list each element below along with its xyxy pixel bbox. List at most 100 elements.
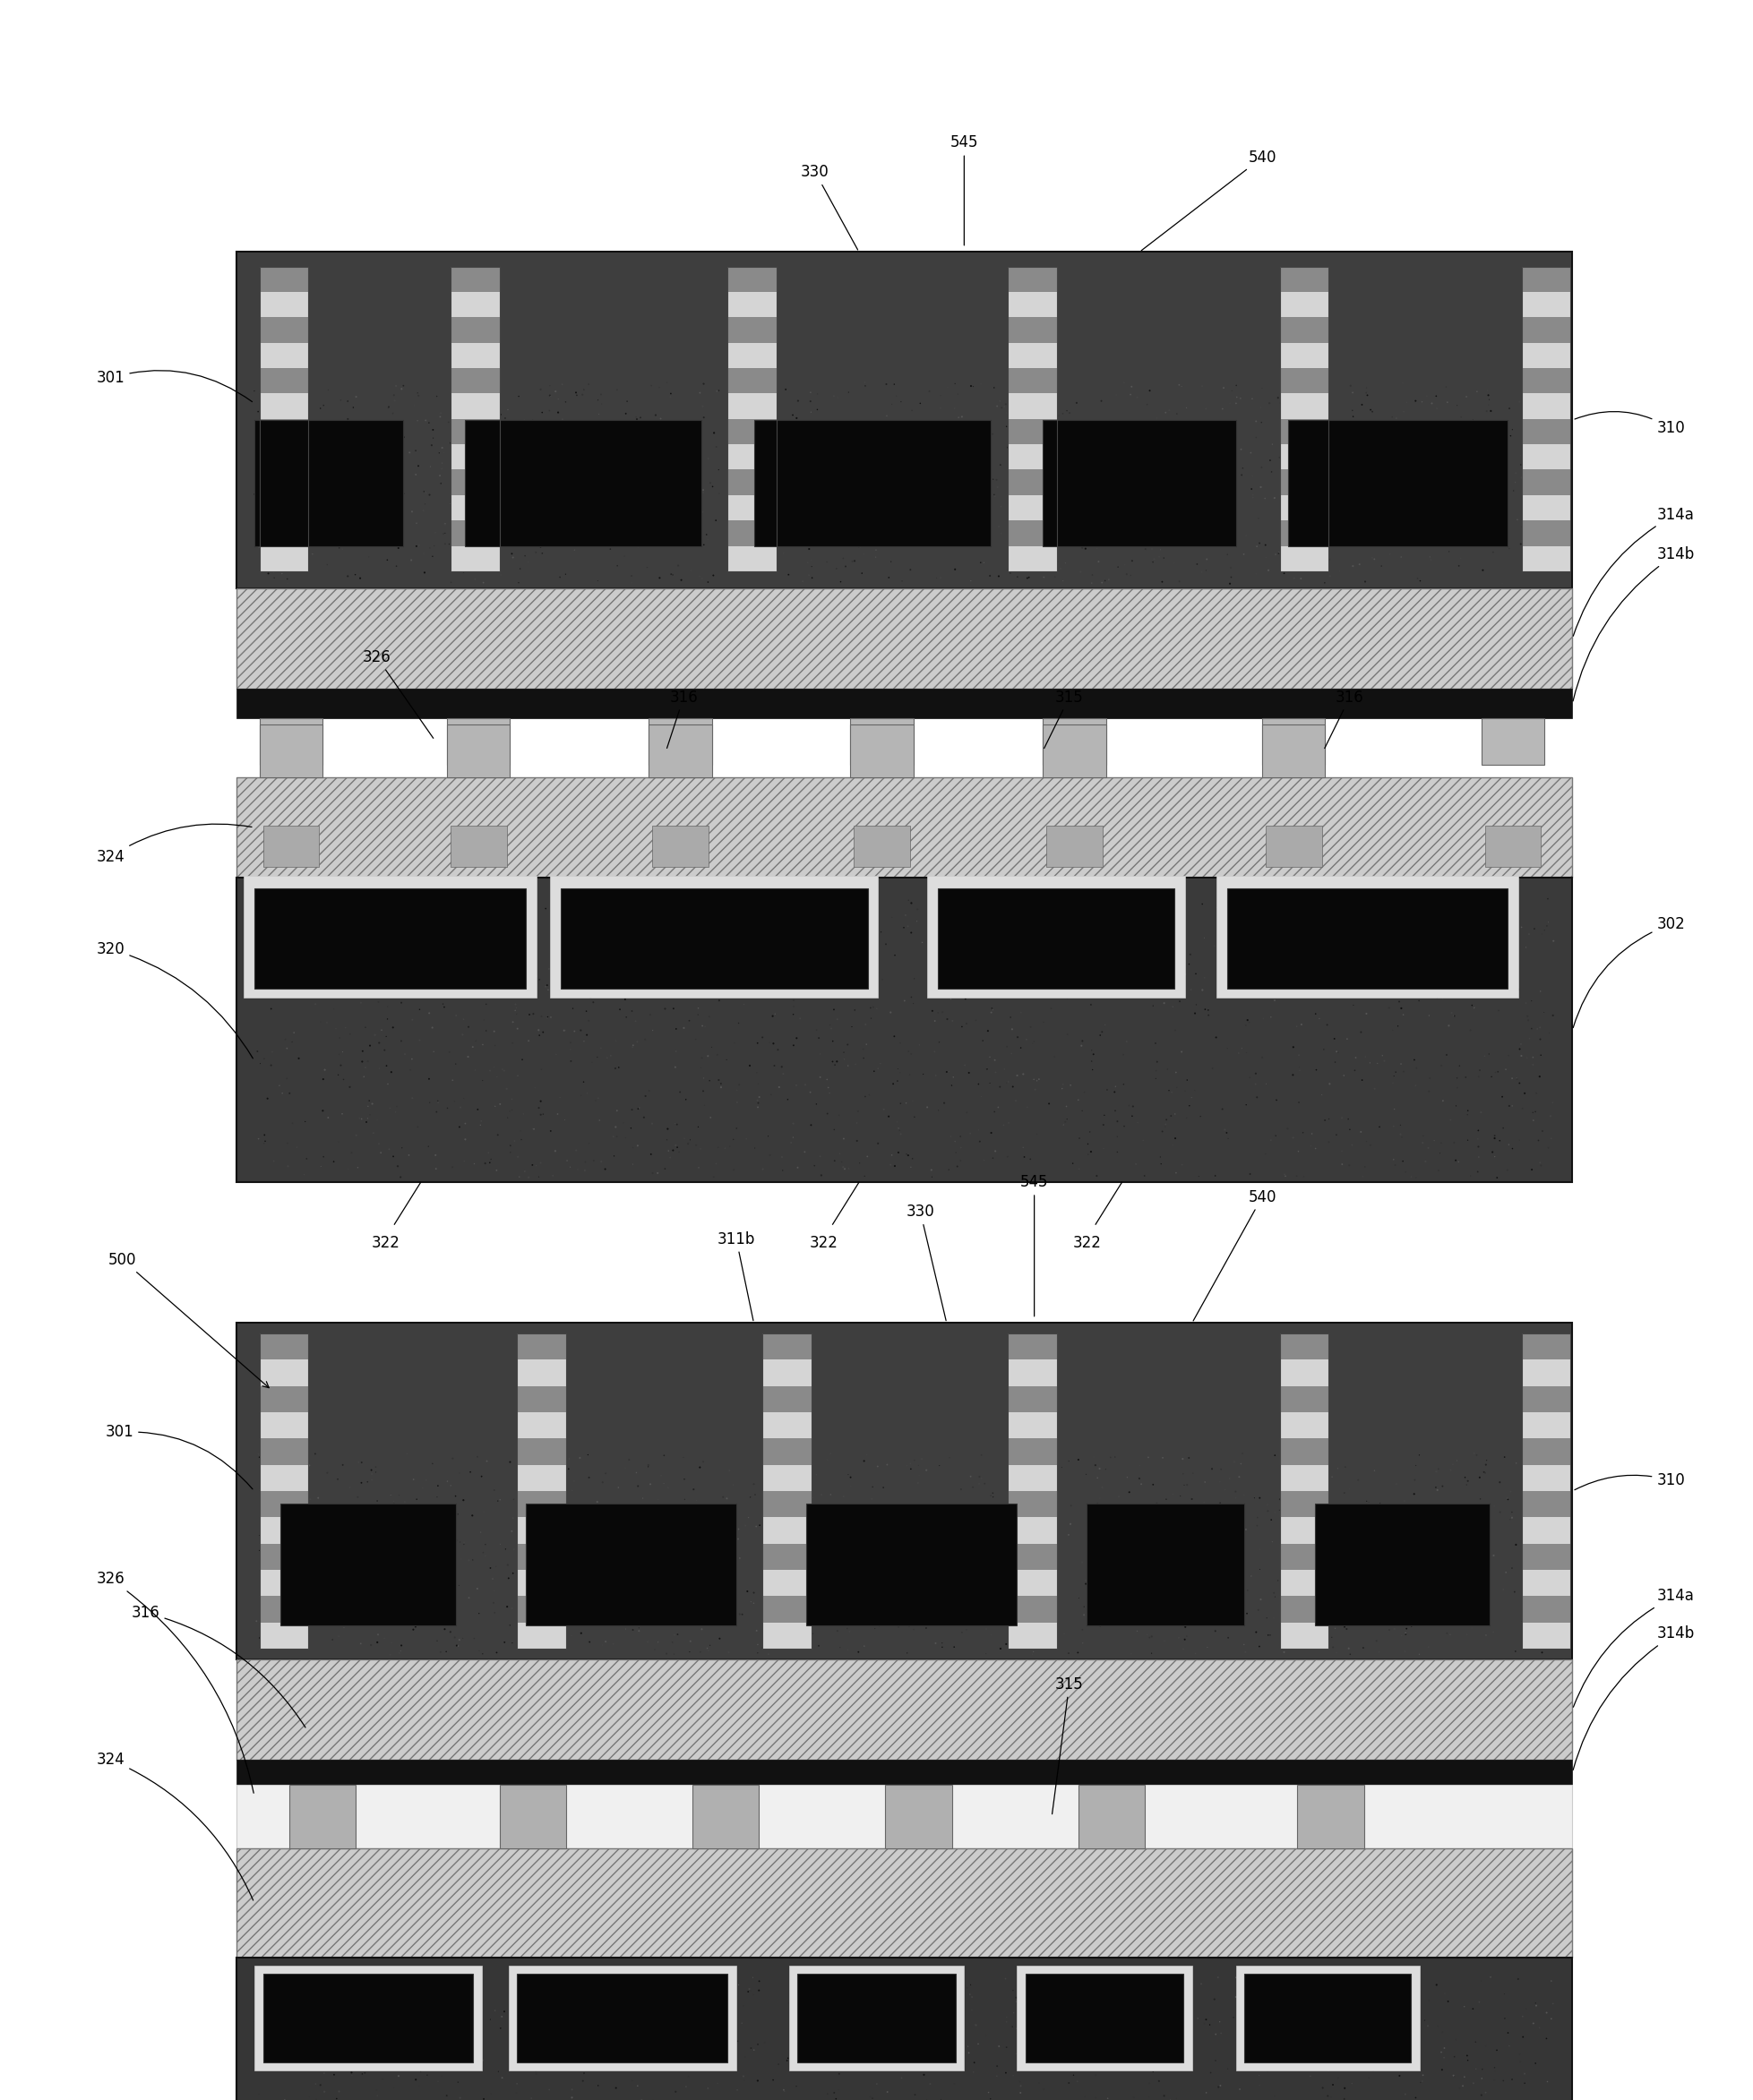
Point: [1416, 899, 1444, 932]
Point: [273, 1611, 302, 1644]
Point: [1350, 1632, 1378, 1665]
Point: [1318, 2068, 1346, 2100]
Point: [810, 2024, 838, 2058]
Point: [1506, 2037, 1534, 2071]
Point: [1336, 370, 1364, 403]
Point: [412, 1569, 440, 1602]
Point: [927, 561, 955, 594]
Point: [316, 464, 344, 498]
Point: [370, 498, 398, 531]
Point: [316, 1493, 344, 1527]
Point: [1346, 2016, 1374, 2050]
Point: [1071, 510, 1099, 544]
Point: [955, 1592, 983, 1625]
Point: [461, 1025, 489, 1058]
Bar: [451, 496, 500, 521]
Point: [1245, 527, 1273, 561]
Point: [1338, 903, 1366, 937]
Point: [726, 888, 754, 922]
Point: [405, 922, 433, 956]
Point: [254, 964, 282, 998]
Point: [1111, 422, 1139, 456]
Point: [862, 937, 891, 970]
Point: [545, 462, 573, 496]
Point: [917, 1153, 945, 1186]
Point: [684, 472, 712, 506]
Point: [919, 1159, 947, 1193]
Bar: [1522, 546, 1571, 571]
Point: [570, 2056, 598, 2090]
Point: [675, 1004, 703, 1037]
Point: [1467, 2079, 1495, 2100]
Point: [997, 485, 1026, 519]
Point: [915, 410, 943, 443]
Point: [1318, 1966, 1346, 1999]
Point: [1404, 489, 1432, 523]
Point: [843, 1107, 871, 1140]
Point: [1132, 388, 1160, 422]
Point: [293, 1579, 321, 1613]
Point: [557, 2081, 586, 2100]
Bar: [1280, 1334, 1329, 1361]
Point: [920, 1575, 948, 1609]
Point: [1271, 1159, 1299, 1193]
Point: [1167, 370, 1196, 403]
Point: [249, 1546, 277, 1579]
Point: [570, 428, 598, 462]
Point: [1145, 426, 1173, 460]
Point: [377, 916, 405, 949]
Point: [1390, 1546, 1418, 1579]
Point: [368, 529, 396, 563]
Bar: [727, 470, 777, 496]
Bar: [1008, 1386, 1057, 1411]
Point: [664, 548, 692, 582]
Point: [440, 968, 468, 1002]
Point: [1208, 460, 1236, 493]
Point: [1162, 1560, 1190, 1594]
Point: [656, 1562, 684, 1596]
Point: [1525, 1124, 1553, 1157]
Point: [412, 477, 440, 510]
Point: [663, 447, 691, 481]
Point: [1527, 1573, 1555, 1606]
Point: [295, 2096, 323, 2100]
Point: [1443, 1090, 1471, 1124]
Point: [1031, 939, 1059, 972]
Point: [1227, 458, 1255, 491]
Point: [801, 487, 829, 521]
Point: [319, 1491, 347, 1525]
Point: [1273, 1462, 1301, 1495]
Point: [500, 1533, 528, 1567]
Point: [494, 412, 522, 445]
Point: [314, 405, 342, 439]
Point: [1269, 2003, 1297, 2037]
Point: [873, 368, 901, 401]
Point: [1113, 1025, 1141, 1058]
Bar: [1008, 1438, 1057, 1466]
Point: [603, 897, 631, 930]
Point: [456, 489, 484, 523]
Point: [1155, 2024, 1183, 2058]
Point: [675, 2052, 703, 2085]
Point: [410, 538, 438, 571]
Point: [813, 1096, 841, 1130]
Point: [792, 882, 820, 916]
Point: [869, 1092, 898, 1126]
Point: [1043, 1594, 1071, 1628]
Point: [1295, 2003, 1324, 2037]
Point: [770, 1056, 798, 1090]
Point: [287, 395, 316, 428]
Point: [947, 1495, 975, 1529]
Point: [1231, 1636, 1259, 1670]
Point: [1252, 968, 1280, 1002]
Point: [295, 1449, 323, 1483]
Point: [403, 1483, 431, 1516]
Point: [1509, 2020, 1537, 2054]
Point: [1255, 554, 1283, 588]
Point: [1234, 1966, 1262, 1999]
Point: [1194, 512, 1222, 546]
Point: [1075, 947, 1103, 981]
Point: [528, 536, 556, 569]
Point: [1026, 1628, 1054, 1661]
Point: [1113, 483, 1141, 517]
